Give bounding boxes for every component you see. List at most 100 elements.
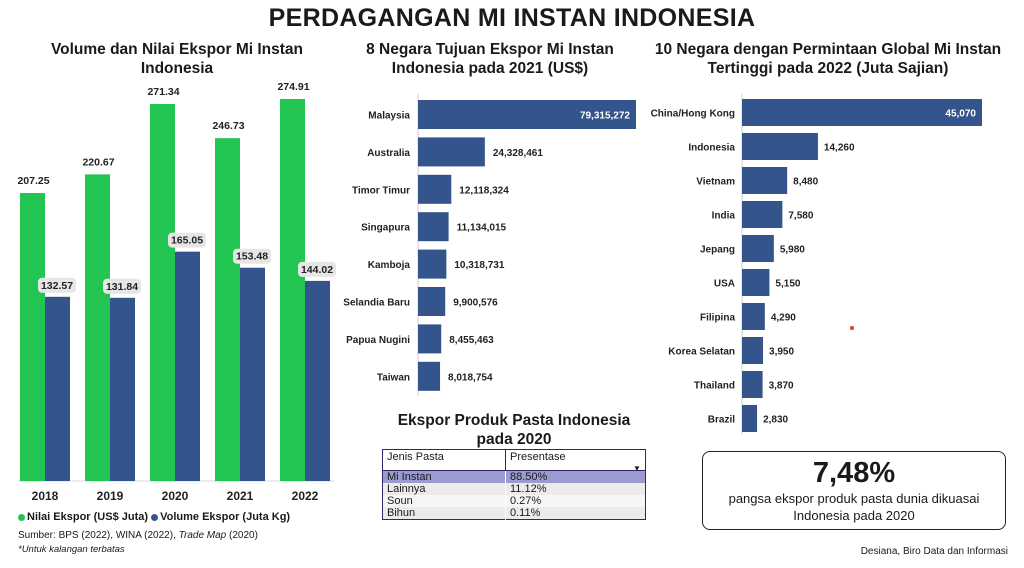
y-tick-label: Malaysia [368,111,410,122]
bar-nilai-ekspor [150,103,175,481]
data-label: 24,328,461 [493,148,543,159]
bar-destination [418,100,636,129]
y-tick-label: Timor Timur [352,185,410,196]
data-label-volume-bg [233,248,271,264]
table-cell: 88.50% [505,470,646,483]
y-tick-label: Kamboja [368,260,411,271]
table-row[interactable]: Lainnya 11.12% [382,483,646,495]
bar-destination [418,212,449,242]
data-label: 2,830 [763,415,788,426]
y-tick-label: Vietnam [696,177,735,188]
data-label-volume-bg [298,261,336,277]
y-tick-label: Singapura [361,223,410,234]
legend-label-value: Nilai Ekspor (US$ Juta) [27,511,149,523]
bar-nilai-ekspor [215,138,240,481]
legend-green-dot [18,513,25,521]
bar-volume-ekspor [45,296,70,481]
data-label-volume: 153.48 [236,251,268,263]
data-label: 10,318,731 [454,260,504,271]
pasta-table-title: Ekspor Produk Pasta Indonesia pada 2020 [397,412,631,448]
data-label: 12,118,324 [459,185,509,196]
legend-navy-dot [151,513,159,521]
data-label: 7,580 [788,211,813,222]
y-tick-label: Papua Nugini [346,335,410,346]
column-header-jenis[interactable]: Jenis Pasta [382,449,506,471]
y-tick-label: Selandia Baru [343,298,410,309]
data-label-volume: 165.05 [171,235,203,247]
bar-demand [742,167,788,194]
table-cell: Soun [382,495,506,507]
bar-demand [742,133,818,160]
table-cell: 0.27% [505,495,646,507]
source-italic: Trade Map [178,530,227,541]
pasta-share-value: 7,48% [812,457,896,489]
legend-item-volume: Volume Ekspor (Juta Kg) [151,511,290,523]
bar-demand [742,99,982,126]
source-prefix: Sumber: BPS (2022), WINA (2022), [18,530,179,541]
data-label: 8,018,754 [448,372,493,383]
bar-nilai-ekspor [280,99,305,481]
stray-marker-dot [850,326,854,330]
y-tick-label: Korea Selatan [668,347,735,358]
data-label: 3,950 [769,347,794,358]
table-cell: 0.11% [505,507,646,520]
data-label: 45,070 [945,109,976,120]
data-label: 4,290 [771,313,796,324]
bar-volume-ekspor [240,267,265,481]
data-label: 14,260 [824,143,855,154]
table-row[interactable]: Soun 0.27% [382,495,646,507]
pasta-table: Jenis Pasta Presentase ▼ Mi Instan 88.50% … [382,449,646,520]
data-label: 79,315,272 [580,111,630,122]
bar-demand [742,235,774,262]
bar-destination [418,137,485,167]
bar-demand [742,201,783,228]
main-title: PERDAGANGAN MI INSTAN INDONESIA [268,4,756,32]
y-tick-label: Brazil [708,415,735,426]
bar-nilai-ekspor [20,193,45,481]
data-label: 8,480 [793,177,818,188]
table-row[interactable]: Mi Instan 88.50% [382,470,646,483]
export-volume-value-chart: 207.25 132.57 2018 220.67 131.84 2019 271.34 16… [17,81,336,503]
data-label: 3,870 [769,381,794,392]
x-tick-label: 2019 [97,489,124,503]
bar-demand [742,371,763,398]
y-tick-label: Australia [367,148,410,159]
source-suffix: (2020) [226,530,258,541]
export-destination-chart: Malaysia 79,315,272 Australia 24,328,461 Tim… [343,94,636,396]
data-label-nilai: 274.91 [277,81,309,93]
data-label-volume-bg [168,232,206,248]
bar-volume-ekspor [110,297,135,481]
bar-destination [418,361,441,391]
data-label-nilai: 271.34 [147,86,179,98]
table-cell: Bihun [382,507,506,520]
y-tick-label: India [712,211,736,222]
demand-chart-title: 10 Negara dengan Permintaan Global Mi In… [654,41,1002,77]
table-cell: Lainnya [382,483,506,495]
data-label-volume: 132.57 [41,280,73,292]
bar-volume-ekspor [305,280,330,481]
y-tick-label: Thailand [694,381,735,392]
x-tick-label: 2018 [32,489,59,503]
x-tick-label: 2020 [162,489,189,503]
y-tick-label: China/Hong Kong [651,109,735,120]
data-label-nilai: 207.25 [17,175,49,187]
data-label-volume: 131.84 [106,281,138,293]
data-label: 9,900,576 [453,298,498,309]
table-row[interactable]: Bihun 0.11% [382,507,646,520]
data-label: 5,150 [775,279,800,290]
table-cell: 11.12% [505,483,646,495]
bar-destination [418,249,447,279]
bar-destination [418,174,452,204]
data-label: 11,134,015 [457,223,507,234]
column-header-presentase[interactable]: Presentase ▼ [505,449,646,473]
restricted-note: *Untuk kalangan terbatas [18,544,125,555]
credit: Desiana, Biro Data dan Informasi [860,546,1008,557]
sort-descending-icon[interactable]: ▼ [633,464,641,473]
pasta-table-header: Jenis Pasta Presentase ▼ [382,449,646,473]
data-label-volume-bg [103,278,141,294]
data-label-nilai: 220.67 [82,156,114,168]
data-label-volume-bg [38,277,76,293]
bar-volume-ekspor [175,251,200,481]
y-tick-label: Taiwan [377,372,410,383]
table-cell: Mi Instan [382,470,506,483]
